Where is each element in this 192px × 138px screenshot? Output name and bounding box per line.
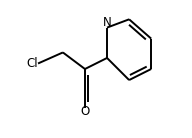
- Text: O: O: [80, 105, 90, 118]
- Text: N: N: [103, 16, 111, 29]
- Text: Cl: Cl: [26, 57, 38, 70]
